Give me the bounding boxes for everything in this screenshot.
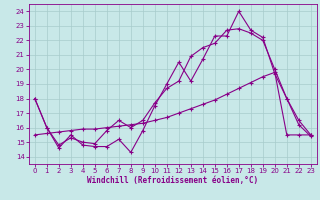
X-axis label: Windchill (Refroidissement éolien,°C): Windchill (Refroidissement éolien,°C) xyxy=(87,176,258,185)
